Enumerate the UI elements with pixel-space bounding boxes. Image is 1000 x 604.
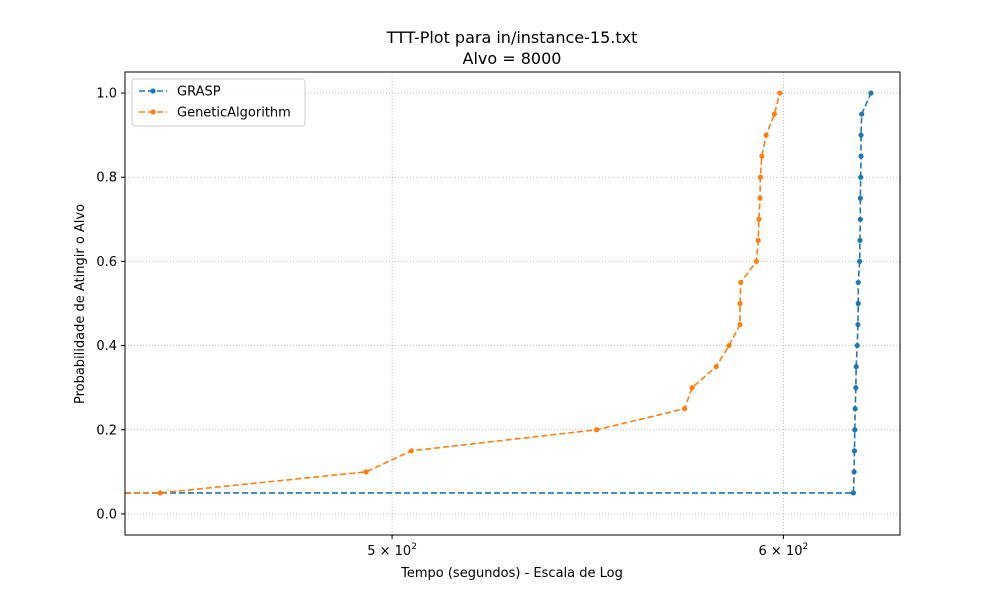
data-point bbox=[852, 406, 858, 412]
data-point bbox=[737, 300, 743, 307]
legend-label: GeneticAlgorithm bbox=[177, 106, 291, 121]
data-point bbox=[737, 321, 743, 328]
x-tick-label-base: 5 × 10 bbox=[367, 544, 411, 559]
y-axis-label: Probabilidade de Atingir o Alvo bbox=[73, 204, 88, 404]
data-point bbox=[868, 90, 874, 96]
series-line bbox=[125, 92, 781, 494]
data-point bbox=[408, 448, 414, 454]
data-point bbox=[594, 427, 600, 433]
data-point bbox=[713, 364, 719, 370]
legend-label: GRASP bbox=[177, 85, 221, 100]
y-tick-label: 1.0 bbox=[96, 87, 117, 102]
legend-item: GRASP bbox=[139, 85, 221, 100]
series-geneticalgorithm bbox=[125, 90, 783, 496]
data-point bbox=[853, 385, 859, 391]
data-point bbox=[753, 258, 759, 265]
x-tick-label-exponent: 2 bbox=[411, 542, 417, 552]
data-point bbox=[763, 132, 769, 138]
y-tick-label: 0.0 bbox=[96, 507, 117, 522]
data-point bbox=[726, 342, 732, 349]
data-point bbox=[853, 364, 859, 370]
grid-lines bbox=[125, 72, 900, 535]
data-point bbox=[858, 174, 864, 180]
data-point bbox=[854, 342, 860, 349]
y-tick-label: 0.4 bbox=[96, 339, 117, 354]
data-point bbox=[858, 132, 864, 138]
data-point bbox=[852, 427, 858, 433]
data-point bbox=[859, 111, 865, 117]
data-point bbox=[851, 448, 858, 454]
legend-box bbox=[131, 78, 306, 127]
legend-item: GeneticAlgorithm bbox=[139, 106, 291, 121]
y-tick-label: 0.6 bbox=[96, 255, 117, 270]
data-point bbox=[850, 490, 857, 496]
data-point bbox=[681, 406, 688, 412]
data-point bbox=[777, 90, 783, 96]
data-point bbox=[857, 258, 863, 265]
data-point bbox=[771, 111, 778, 117]
chart-title: TTT-Plot para in/instance-15.txt bbox=[386, 28, 638, 47]
x-tick-label: 6 × 102 bbox=[759, 542, 809, 559]
x-tick-label: 5 × 102 bbox=[367, 542, 417, 559]
data-point bbox=[755, 237, 761, 243]
data-point bbox=[855, 279, 861, 286]
x-tick-label-exponent: 2 bbox=[803, 542, 809, 552]
series-grasp bbox=[125, 90, 874, 496]
x-tick-label-base: 6 × 10 bbox=[759, 544, 803, 559]
data-point bbox=[157, 490, 163, 496]
data-point bbox=[857, 237, 863, 243]
axis-ticks: 0.00.20.40.60.81.05 × 102 6 × 102 bbox=[96, 87, 808, 559]
data-point bbox=[757, 174, 763, 180]
data-point bbox=[759, 153, 765, 159]
series-layer bbox=[125, 90, 874, 496]
y-tick-label: 0.8 bbox=[96, 171, 117, 186]
data-point bbox=[757, 195, 763, 201]
data-point bbox=[858, 153, 864, 159]
legend-marker-swatch bbox=[150, 88, 156, 94]
data-point bbox=[738, 279, 744, 286]
legend: GRASP GeneticAlgorithm bbox=[131, 78, 306, 127]
y-tick-label: 0.2 bbox=[96, 423, 117, 438]
plot-area-frame bbox=[124, 71, 901, 536]
chart-subtitle: Alvo = 8000 bbox=[463, 49, 562, 68]
data-point bbox=[851, 469, 857, 475]
data-point bbox=[689, 385, 695, 391]
data-point bbox=[857, 216, 863, 222]
x-axis-label: Tempo (segundos) - Escala de Log bbox=[400, 566, 623, 581]
legend-marker-swatch bbox=[150, 109, 156, 115]
series-line bbox=[125, 92, 872, 494]
data-point bbox=[756, 216, 762, 222]
data-point bbox=[855, 321, 861, 328]
data-point bbox=[855, 300, 861, 307]
data-point bbox=[857, 195, 863, 201]
data-point bbox=[363, 469, 369, 475]
